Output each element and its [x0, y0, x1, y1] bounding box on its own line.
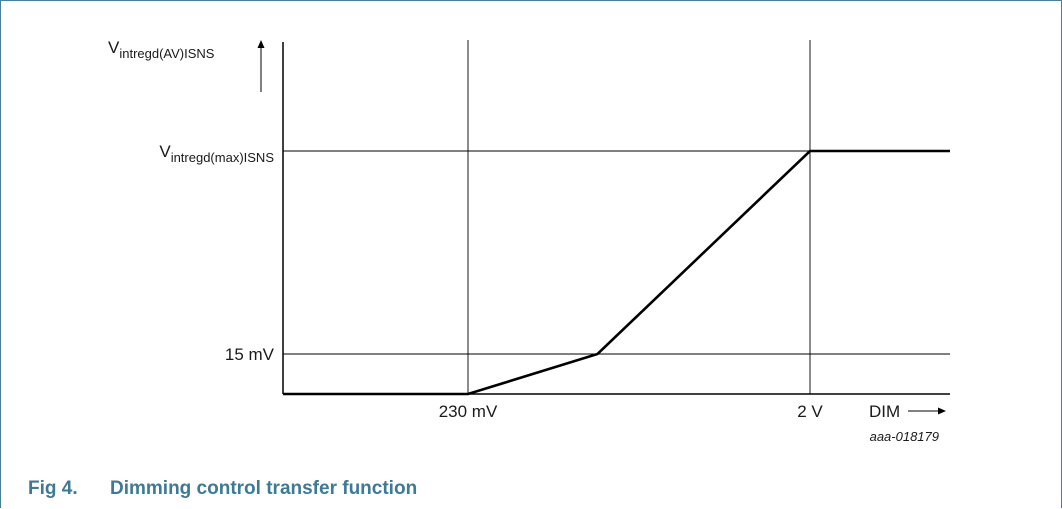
- tick-labels: 230 mV 2 V 15 mV Vintregd(max)ISNS: [159, 142, 823, 421]
- y-tick-label-1: Vintregd(max)ISNS: [159, 142, 274, 165]
- y-axis-label: Vintregd(AV)ISNS: [108, 38, 215, 61]
- transfer-curve: [283, 149, 950, 396]
- reference-lines: [283, 40, 950, 394]
- x-axis-label: DIM: [869, 402, 900, 421]
- figure-title: Dimming control transfer function: [110, 478, 418, 499]
- x-tick-label-0: 230 mV: [439, 402, 498, 421]
- figure-reference-id: aaa-018179: [870, 429, 939, 444]
- figure-caption: Fig 4. Dimming control transfer function: [28, 478, 417, 500]
- x-axis-label-arrowhead: [938, 407, 946, 415]
- y-axis-label-arrowhead: [257, 40, 265, 48]
- transfer-curve-group: [283, 149, 950, 396]
- y-tick-label-0: 15 mV: [225, 345, 275, 364]
- figure-number: Fig 4.: [28, 478, 78, 499]
- x-tick-label-1: 2 V: [797, 402, 823, 421]
